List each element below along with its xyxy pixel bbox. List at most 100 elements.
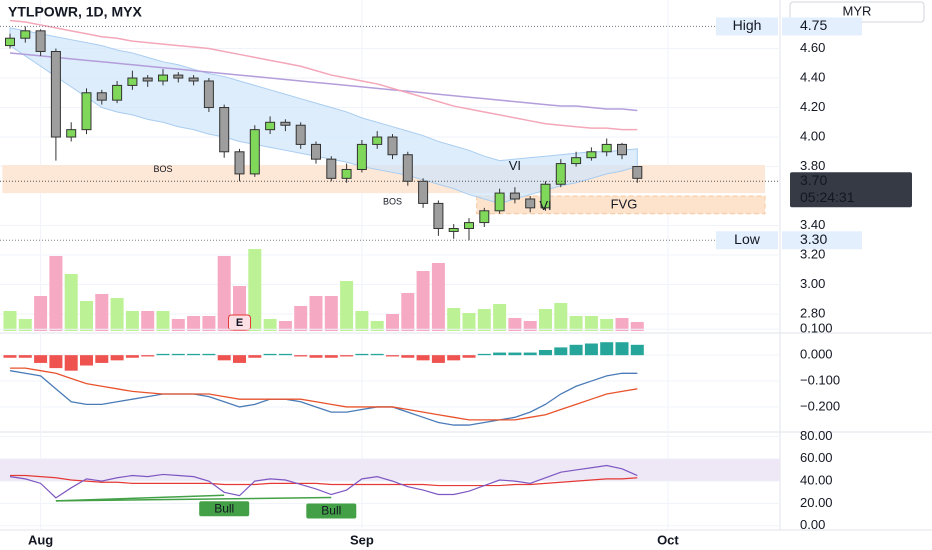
volume-bar [401,293,415,331]
candle-body [188,77,199,82]
volume-bar [156,311,170,331]
volume-bar [110,298,124,331]
macd-histogram-bar [110,355,124,361]
candle-body [219,107,230,153]
y-tick-label: 60.00 [800,450,833,465]
volume-bar [600,319,614,331]
volume-bar [386,314,399,331]
y-tick-label: 0.00 [800,517,825,532]
volume-bar [508,318,522,331]
annotation: BOS [153,164,172,174]
candle-body [509,192,520,200]
volume-bar [125,311,139,331]
macd-histogram-bar [18,355,32,358]
macd-histogram-bar [539,349,552,356]
marker-value: 4.75 [800,17,827,33]
volume-bar [615,318,629,331]
candle-body [81,92,92,131]
volume-bar [80,301,93,331]
marker-value: 3.30 [800,231,827,247]
macd-histogram-bar [554,347,568,356]
y-tick-label: 3.40 [800,217,825,232]
volume-bar [355,311,369,331]
y-tick-label: 40.00 [800,473,833,488]
candle-body [5,37,15,47]
candle-body [479,210,490,224]
candle-body [540,183,551,209]
divergence-tag [199,501,250,517]
macd-histogram-bar [187,353,201,356]
macd-histogram-bar [34,355,48,363]
candle-body [418,180,429,204]
volume-bar [202,316,216,331]
divergence-label: Bull [321,504,341,518]
volume-bar [554,303,568,331]
volume-bar [187,316,201,331]
ma-line [9,52,638,112]
candle-body [356,143,367,170]
macd-histogram-bar [64,355,78,371]
candle-body [50,50,61,138]
volume-bar [95,294,109,331]
marker-tag [716,17,778,36]
macd-histogram-bar [95,355,109,363]
x-tick-label: Aug [28,532,53,547]
macd-histogram-bar [3,355,17,358]
candle-body [295,124,306,145]
volume-bar [370,321,384,331]
candle-body [280,121,291,126]
volume-bar [340,281,354,331]
volume-bar [477,309,491,331]
volume-bar [64,274,78,331]
candle-body [234,151,245,175]
y-tick-label: 3.00 [800,276,825,291]
annotation: VI [509,158,521,173]
candle-body [158,74,168,82]
y-tick-label: 0.000 [800,347,833,362]
marker-tag [716,231,778,250]
macd-histogram-bar [217,355,231,361]
y-tick-label: 3.80 [800,158,825,173]
volume-bar [248,249,262,331]
candle-body [632,166,643,179]
macd-histogram-bar [508,352,522,356]
last-price-tag [790,172,912,208]
macd-histogram-bar [248,355,262,358]
macd-histogram-bar [416,355,430,361]
volume-bar [217,256,231,331]
candle-body [265,121,276,131]
candle-body [35,30,46,52]
candle-body [20,30,31,39]
y-tick-label: 3.20 [800,246,825,261]
x-tick-label: Sep [350,532,374,547]
candle-body [249,129,260,175]
candle-body [96,92,107,101]
earnings-label: E [236,317,243,329]
macd-histogram-bar [233,355,246,363]
rsi-ma [10,474,638,487]
rsi-band [0,458,780,482]
macd-histogram-bar [141,355,155,357]
volume-bar [49,256,63,331]
countdown: 05:24:31 [800,189,855,205]
macd-histogram-bar [125,355,139,358]
candle-body [525,198,536,209]
earnings-flag [228,314,251,331]
marker-name: High [733,17,762,33]
volume-bar [523,321,537,331]
candle-body [372,136,383,145]
annotation: BOS [383,196,402,206]
ma-line [9,19,638,131]
y-tick-label: 20.00 [800,495,833,510]
macd-histogram-bar [477,353,491,356]
macd-histogram-bar [171,353,185,356]
macd-histogram-bar [202,353,216,356]
y-tick-label: 4.20 [800,99,825,114]
macd-histogram-bar [493,352,507,356]
macd-histogram-bar [447,355,461,361]
chart-title: YTLPOWR, 1D, MYX [8,4,142,20]
y-tick-label: −0.200 [800,398,840,413]
candle-body [66,129,77,138]
volume-bar [539,309,552,331]
candle-body [326,158,337,179]
